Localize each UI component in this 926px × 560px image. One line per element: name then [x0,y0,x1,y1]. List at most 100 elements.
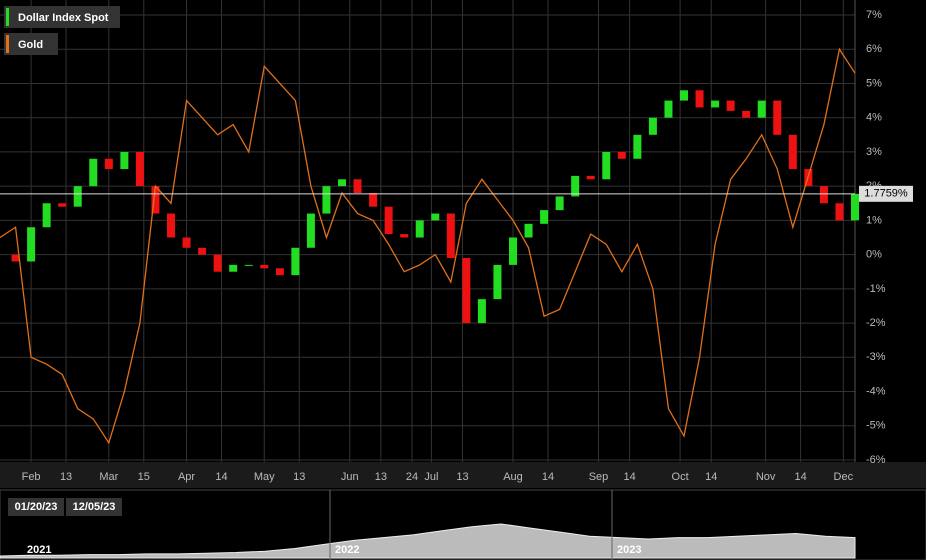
candle [198,247,207,255]
x-tick-label: 14 [623,471,635,483]
x-tick-label: 15 [138,471,150,483]
legend-label[interactable]: Dollar Index Spot [18,12,109,24]
legend-label[interactable]: Gold [18,39,43,51]
x-tick-label: 14 [705,471,717,483]
candle [555,196,564,211]
candle [58,203,67,207]
x-tick-label: Mar [99,471,118,483]
x-tick-label: 14 [215,471,227,483]
range-end-box[interactable] [66,498,122,516]
y-tick-label: -1% [866,283,886,295]
legend-swatch [6,8,9,26]
candle [851,193,859,221]
candle [11,254,20,262]
candle [835,203,844,221]
year-label: 2023 [617,544,641,556]
y-tick-label: -5% [866,420,886,432]
year-label: 2022 [335,544,359,556]
candle [353,179,362,193]
legend-box[interactable] [4,33,58,55]
y-tick-label: 1% [866,214,882,226]
y-tick-label: 0% [866,249,882,261]
candle [415,220,424,238]
line [0,47,856,445]
x-tick-label: Dec [834,471,854,483]
x-tick-label: 14 [542,471,554,483]
x-tick-label: Jul [424,471,438,483]
x-tick-label: 24 [406,471,418,483]
candle [664,100,673,118]
candle [89,158,98,187]
x-tick-label: 13 [293,471,305,483]
candle [120,151,129,170]
x-tick-label: Oct [672,471,689,483]
legend-swatch [6,35,9,53]
candle [275,268,284,276]
candle [540,210,549,224]
candle [135,151,144,187]
candle [431,213,440,221]
candle [400,234,409,238]
candle [104,158,113,170]
x-tick-label: Apr [178,471,195,483]
candle [711,100,720,108]
y-tick-label: -6% [866,454,886,466]
range-start-box[interactable] [8,498,64,516]
x-tick-label: 13 [60,471,72,483]
x-tick-label: Nov [756,471,776,483]
x-tick-label: Sep [589,471,609,483]
candle [462,258,471,324]
y-tick-label: 5% [866,77,882,89]
y-tick-label: -2% [866,317,886,329]
y-tick-label: 3% [866,146,882,158]
y-tick-label: 6% [866,43,882,55]
candle [322,186,331,214]
x-tick-label: May [254,471,275,483]
x-tick-label: 13 [456,471,468,483]
candle [151,186,160,214]
x-tick-label: Feb [22,471,41,483]
candle [633,134,642,159]
range-end[interactable]: 12/05/23 [73,501,116,513]
legend[interactable]: Dollar Index Spot Gold [4,6,120,55]
candle [819,186,828,204]
candle [42,203,51,228]
y-tick-label: 4% [866,112,882,124]
x-tick-label: 13 [375,471,387,483]
candle [446,213,455,259]
candle [182,237,191,248]
marker-box [859,185,913,202]
navigator[interactable]: 01/20/23 12/05/23 2021 2022 2023 [0,490,856,560]
x-tick-label: Jun [341,471,359,483]
candle [773,100,782,135]
candle [602,151,611,180]
candle [260,264,269,269]
candle [571,175,580,197]
candle [648,117,657,135]
candle [229,264,238,272]
candle [493,264,502,300]
x-tick-label: Aug [503,471,523,483]
candle [695,90,704,108]
candle [509,237,517,265]
candle [73,186,82,207]
y-tick-label: 7% [866,9,882,21]
y-tick-label: -4% [866,385,886,397]
candle [167,213,175,238]
candle [742,110,751,118]
candle [213,254,222,272]
navigator-area [0,523,856,559]
year-label: 2021 [27,544,51,556]
candle [680,90,688,101]
candle [617,151,626,159]
range-start[interactable]: 01/20/23 [15,501,58,513]
legend-box[interactable] [4,6,120,28]
candle [477,299,486,324]
x-axis-band [0,462,926,488]
candle [757,100,766,118]
candle [384,206,393,235]
x-tick-label: 14 [794,471,806,483]
marker-label: 1.7759% [864,188,908,200]
candle [726,100,735,111]
